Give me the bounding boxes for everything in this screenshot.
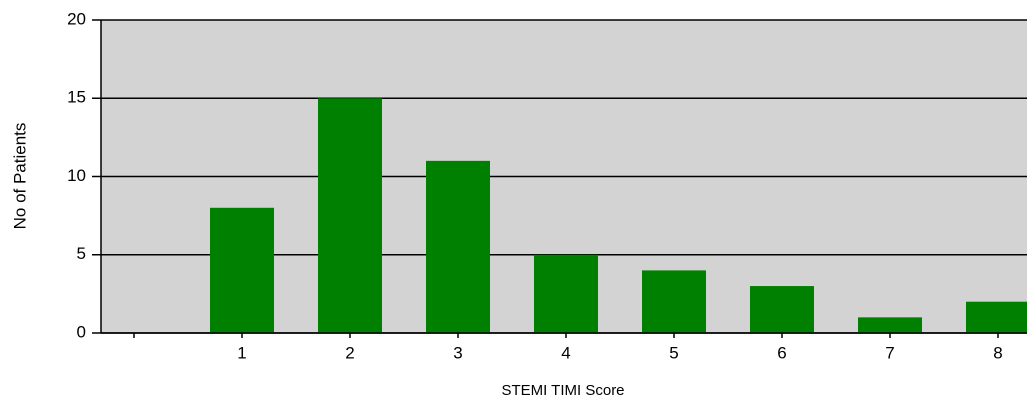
x-tick-label: 1	[237, 343, 246, 362]
bar	[534, 254, 598, 333]
bar	[750, 286, 814, 333]
y-tick-label: 15	[67, 88, 86, 107]
x-tick-label: 8	[993, 343, 1002, 362]
bar	[318, 98, 382, 333]
y-tick-label: 0	[77, 322, 86, 341]
y-axis-title: No of Patients	[10, 123, 29, 230]
x-tick-label: 7	[885, 343, 894, 362]
x-tick-label: 2	[345, 343, 354, 362]
bar	[966, 301, 1027, 333]
x-tick-label: 4	[561, 343, 570, 362]
bar	[426, 160, 490, 333]
x-tick-label: 3	[453, 343, 462, 362]
x-tick-label: 6	[777, 343, 786, 362]
y-tick-label: 20	[67, 9, 86, 28]
x-axis-title: STEMI TIMI Score	[501, 382, 624, 399]
y-tick-label: 10	[67, 166, 86, 185]
bar	[642, 270, 706, 333]
bar	[210, 207, 274, 333]
x-tick-label: 5	[669, 343, 678, 362]
bar	[858, 317, 922, 333]
y-tick-label: 5	[77, 244, 86, 263]
